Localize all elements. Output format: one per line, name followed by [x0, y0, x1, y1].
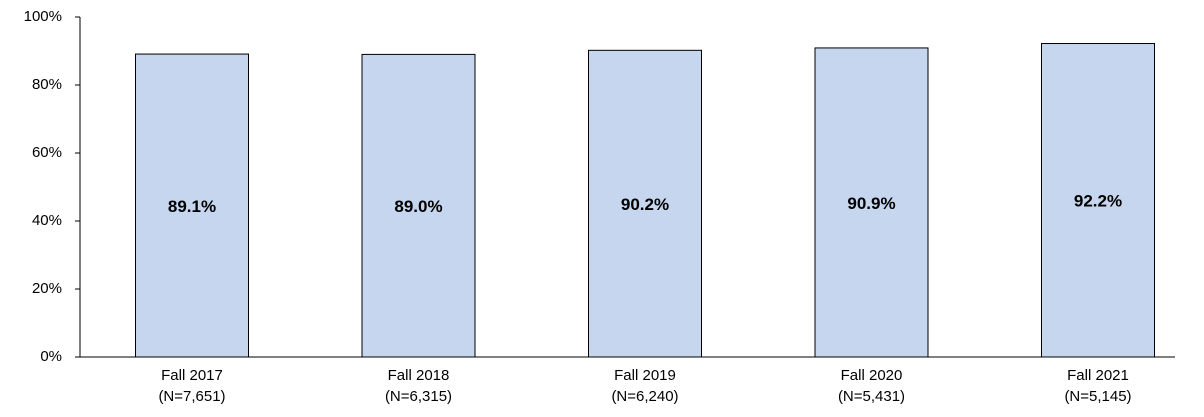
- data-label: 90.9%: [847, 194, 895, 213]
- x-tick-label: Fall 2021: [1067, 367, 1129, 384]
- bar: [588, 49, 702, 358]
- y-tick-label: 20%: [32, 280, 62, 297]
- y-tick-label: 60%: [32, 144, 62, 161]
- y-tick-label: 40%: [32, 212, 62, 229]
- x-tick-label: (N=5,431): [838, 388, 905, 405]
- x-tick-label: (N=6,315): [385, 388, 452, 405]
- x-tick-label: Fall 2018: [388, 367, 450, 384]
- y-tick-label: 0%: [40, 348, 62, 365]
- y-tick-label: 80%: [32, 76, 62, 93]
- bar: [1041, 43, 1155, 358]
- x-tick-label: (N=7,651): [158, 388, 225, 405]
- data-label: 89.1%: [168, 197, 216, 216]
- x-tick-label: (N=5,145): [1064, 388, 1131, 405]
- data-label: 89.0%: [394, 197, 442, 216]
- x-tick-label: Fall 2019: [614, 367, 676, 384]
- x-tick-label: Fall 2020: [841, 367, 903, 384]
- x-tick-label: Fall 2017: [161, 367, 223, 384]
- y-tick-label: 100%: [24, 8, 62, 25]
- bar: [814, 47, 929, 358]
- data-label: 92.2%: [1074, 192, 1122, 211]
- bar: [361, 53, 476, 358]
- data-label: 90.2%: [621, 195, 669, 214]
- x-tick-label: (N=6,240): [611, 388, 678, 405]
